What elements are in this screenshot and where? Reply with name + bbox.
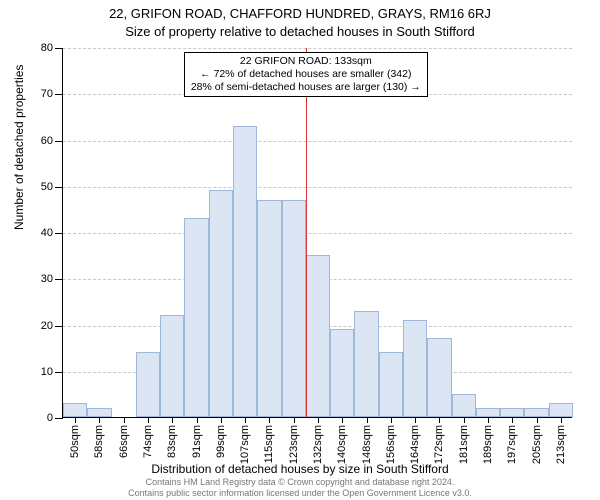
x-tick-label: 99sqm	[215, 425, 227, 458]
histogram-bar	[184, 218, 208, 417]
chart-title-line2: Size of property relative to detached ho…	[0, 24, 600, 39]
gridline-h	[63, 187, 572, 188]
x-tick-label: 205sqm	[531, 425, 543, 464]
x-tick	[318, 417, 319, 423]
y-tick-label: 0	[47, 412, 53, 424]
footer-line2: Contains public sector information licen…	[128, 488, 472, 498]
y-tick	[55, 94, 63, 95]
y-tick-label: 80	[41, 42, 53, 54]
x-tick-label: 140sqm	[336, 425, 348, 464]
x-tick-label: 213sqm	[555, 425, 567, 464]
x-tick	[245, 417, 246, 423]
y-axis-title: Number of detached properties	[12, 65, 26, 230]
y-tick	[55, 48, 63, 49]
y-tick	[55, 233, 63, 234]
histogram-bar	[452, 394, 476, 417]
x-tick-label: 91sqm	[191, 425, 203, 458]
x-tick-label: 115sqm	[263, 425, 275, 463]
histogram-bar	[379, 352, 403, 417]
x-tick	[221, 417, 222, 423]
histogram-bar	[282, 200, 306, 417]
x-tick-label: 156sqm	[385, 425, 397, 464]
y-tick-label: 10	[41, 366, 53, 378]
x-tick	[391, 417, 392, 423]
footer-line1: Contains HM Land Registry data © Crown c…	[146, 477, 455, 487]
x-tick	[415, 417, 416, 423]
x-tick	[537, 417, 538, 423]
x-tick	[561, 417, 562, 423]
x-tick-label: 74sqm	[142, 425, 154, 458]
histogram-bar	[427, 338, 451, 417]
x-tick-label: 83sqm	[166, 425, 178, 458]
x-tick-label: 164sqm	[409, 425, 421, 464]
x-tick-label: 148sqm	[361, 425, 373, 464]
histogram-bar	[354, 311, 378, 417]
x-tick	[367, 417, 368, 423]
histogram-bar	[306, 255, 330, 417]
x-tick-label: 132sqm	[312, 425, 324, 464]
histogram-bar	[87, 408, 111, 417]
chart-title-line1: 22, GRIFON ROAD, CHAFFORD HUNDRED, GRAYS…	[0, 6, 600, 21]
y-tick-label: 20	[41, 320, 53, 332]
x-tick	[75, 417, 76, 423]
x-tick	[99, 417, 100, 423]
annotation-line3: 28% of semi-detached houses are larger (…	[191, 81, 421, 93]
x-tick-label: 181sqm	[458, 425, 470, 464]
footer-attribution: Contains HM Land Registry data © Crown c…	[0, 477, 600, 498]
x-axis-title: Distribution of detached houses by size …	[0, 462, 600, 476]
histogram-bar	[209, 190, 233, 417]
y-tick	[55, 372, 63, 373]
x-tick	[439, 417, 440, 423]
x-tick	[148, 417, 149, 423]
x-tick-label: 197sqm	[506, 425, 518, 464]
histogram-bar	[476, 408, 500, 417]
histogram-bar	[500, 408, 524, 417]
histogram-bar	[63, 403, 87, 417]
histogram-bar	[233, 126, 257, 417]
gridline-h	[63, 233, 572, 234]
x-tick	[294, 417, 295, 423]
y-tick-label: 60	[41, 135, 53, 147]
x-tick	[512, 417, 513, 423]
y-tick	[55, 187, 63, 188]
x-tick	[464, 417, 465, 423]
reference-line	[306, 48, 307, 417]
x-tick-label: 107sqm	[239, 425, 251, 464]
histogram-bar	[549, 403, 573, 417]
y-tick	[55, 141, 63, 142]
y-tick-label: 70	[41, 88, 53, 100]
histogram-bar	[136, 352, 160, 417]
x-tick-label: 172sqm	[433, 425, 445, 464]
histogram-bar	[524, 408, 548, 417]
x-tick-label: 50sqm	[69, 425, 81, 458]
x-tick	[488, 417, 489, 423]
x-tick-label: 189sqm	[482, 425, 494, 464]
y-tick-label: 30	[41, 273, 53, 285]
y-tick	[55, 418, 63, 419]
x-tick-label: 66sqm	[118, 425, 130, 458]
x-tick	[124, 417, 125, 423]
gridline-h	[63, 48, 572, 49]
annotation-line2: ← 72% of detached houses are smaller (34…	[200, 68, 411, 80]
x-tick	[342, 417, 343, 423]
gridline-h	[63, 141, 572, 142]
annotation-box: 22 GRIFON ROAD: 133sqm← 72% of detached …	[184, 52, 428, 97]
histogram-bar	[403, 320, 427, 417]
y-tick-label: 40	[41, 227, 53, 239]
x-tick	[172, 417, 173, 423]
histogram-bar	[160, 315, 184, 417]
x-tick-label: 58sqm	[93, 425, 105, 458]
y-tick	[55, 279, 63, 280]
x-tick-label: 123sqm	[288, 425, 300, 464]
x-tick	[197, 417, 198, 423]
histogram-bar	[330, 329, 354, 417]
annotation-line1: 22 GRIFON ROAD: 133sqm	[240, 55, 372, 67]
y-tick-label: 50	[41, 181, 53, 193]
plot-area: 0102030405060708050sqm58sqm66sqm74sqm83s…	[62, 48, 572, 418]
x-tick	[269, 417, 270, 423]
y-tick	[55, 326, 63, 327]
histogram-bar	[257, 200, 281, 417]
